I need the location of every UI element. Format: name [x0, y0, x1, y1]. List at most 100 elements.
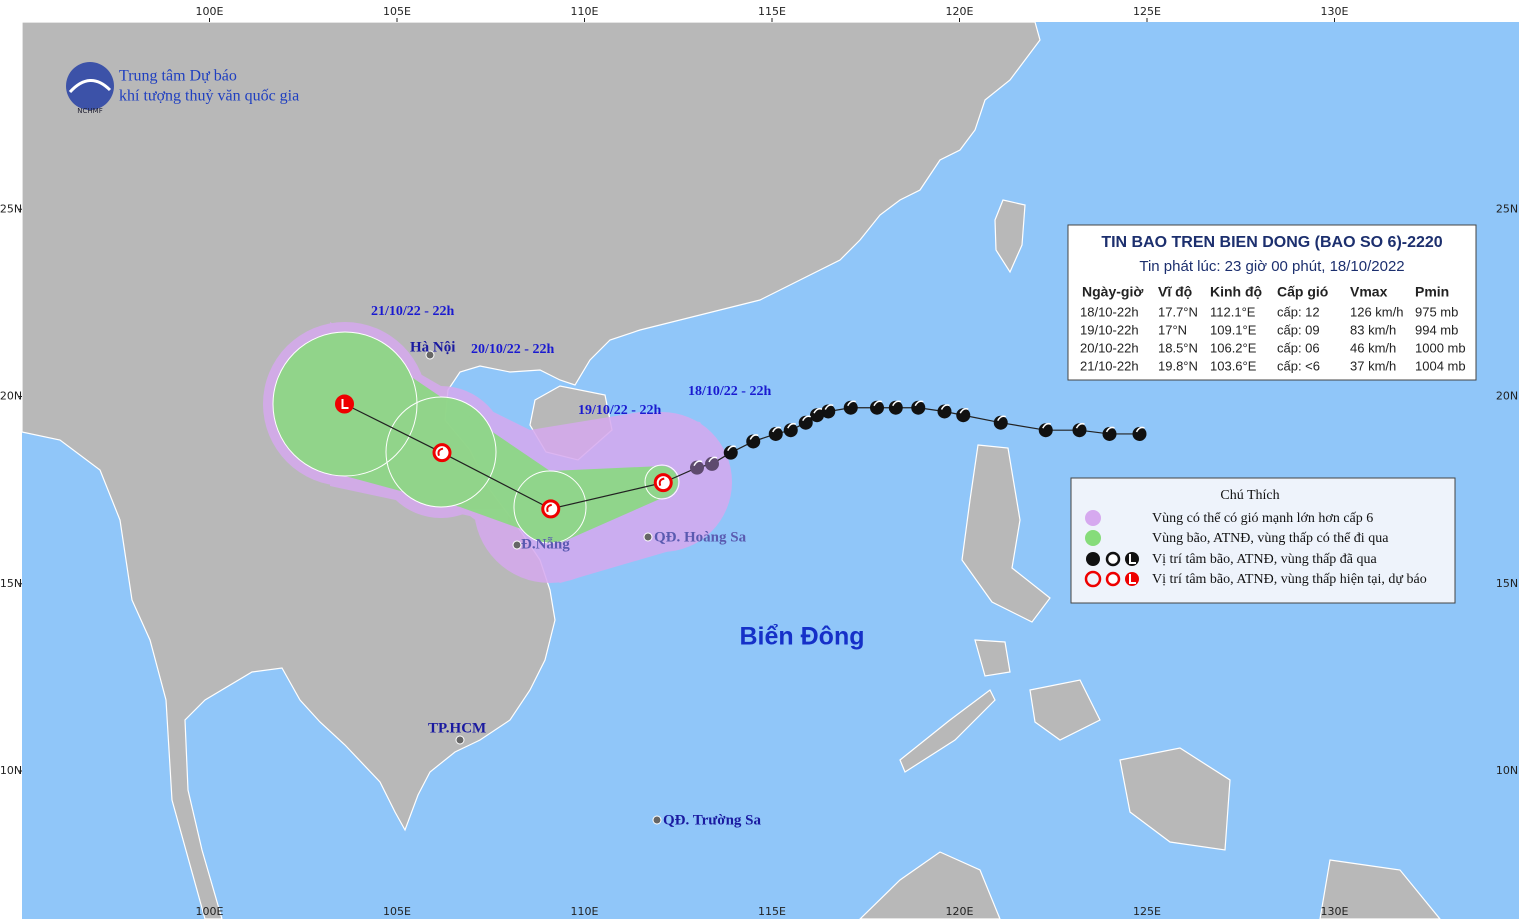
- past-symbol-tail: [787, 422, 797, 429]
- table-cell: 17.7°N: [1158, 304, 1198, 319]
- past-symbol: [768, 426, 783, 441]
- past-symbol-tail: [749, 434, 759, 440]
- past-position: [705, 456, 719, 471]
- lat-label: 15N: [1496, 577, 1518, 590]
- lon-label: 105E: [383, 905, 411, 918]
- lon-label: 120E: [946, 905, 974, 918]
- place-dots: [425, 350, 662, 825]
- past-symbol-tail: [824, 404, 834, 410]
- table-cell: 112.1°E: [1210, 304, 1256, 319]
- table-header: Kinh độ: [1210, 284, 1262, 300]
- table-header: Vĩ độ: [1158, 284, 1192, 300]
- past-symbol: [956, 408, 971, 423]
- table-cell: cấp: <6: [1277, 358, 1320, 373]
- table-cell: cấp: 09: [1277, 322, 1320, 337]
- bulletin-title: TIN BAO TREN BIEN DONG (BAO SO 6)-2220: [1101, 234, 1442, 251]
- lon-label: 115E: [758, 905, 786, 918]
- lon-label: 125E: [1133, 5, 1161, 18]
- forecast-label: 18/10/22 - 22h: [688, 384, 771, 399]
- table-cell: 1000 mb: [1415, 340, 1466, 355]
- past-position: [723, 445, 738, 460]
- forecast-symbol-l: [341, 398, 349, 409]
- forecast-symbol-swirl: [658, 477, 665, 486]
- past-symbol-tail: [1042, 422, 1052, 429]
- lon-label: 110E: [571, 5, 599, 18]
- forecast-symbol: [335, 394, 354, 414]
- past-position: [821, 404, 836, 419]
- past-symbol: [810, 408, 824, 423]
- logo-text: NCHMF: [77, 107, 102, 115]
- table-cell: 17°N: [1158, 322, 1187, 337]
- past-position: [1102, 426, 1117, 441]
- past-symbol: [1132, 426, 1147, 441]
- table-cell: 20/10-22h: [1080, 340, 1139, 355]
- lon-label: 120E: [946, 5, 974, 18]
- past-symbol: [798, 415, 813, 430]
- table-cell: 975 mb: [1415, 304, 1458, 319]
- past-symbol-tail: [873, 400, 883, 407]
- sea-label: Biển Đông: [740, 623, 865, 651]
- legend: Chú Thích Vùng có thể có gió mạnh lớn hơ…: [1070, 477, 1456, 604]
- past-position: [1132, 426, 1147, 441]
- legend-swatch: [1086, 551, 1139, 567]
- past-symbol: [888, 400, 903, 415]
- past-symbol-tail: [914, 400, 924, 407]
- table-cell: 1004 mb: [1415, 358, 1466, 373]
- table-cell: 21/10-22h: [1080, 358, 1139, 373]
- bulletin-box: TIN BAO TREN BIEN DONG (BAO SO 6)-2220 T…: [1067, 224, 1477, 381]
- table-cell: 18/10-22h: [1080, 304, 1139, 319]
- past-position: [911, 400, 926, 415]
- past-symbol: [821, 404, 836, 419]
- past-symbol-tail: [772, 426, 782, 433]
- table-cell: 106.2°E: [1210, 340, 1257, 355]
- lat-label: 25N: [1496, 202, 1518, 215]
- table-cell: 46 km/h: [1350, 340, 1396, 355]
- lat-label: 20N: [1496, 390, 1518, 403]
- forecast-position: [432, 443, 452, 463]
- land: [21, 21, 1441, 919]
- table-header: Cấp gió: [1277, 284, 1328, 300]
- past-position: [798, 415, 813, 430]
- place-label: TP.HCM: [428, 720, 486, 736]
- past-symbol: [993, 415, 1008, 430]
- lon-label: 100E: [196, 5, 224, 18]
- past-position: [843, 400, 858, 415]
- legend-swatch: [1085, 530, 1101, 546]
- forecast-label: 21/10/22 - 22h: [371, 304, 454, 319]
- past-position: [956, 407, 971, 423]
- bulletin-issued: Tin phát lúc: 23 giờ 00 phút, 18/10/2022: [1139, 258, 1404, 275]
- legend-item: Vùng bão, ATNĐ, vùng thấp có thể đi qua: [1152, 531, 1389, 546]
- forecast-position: [335, 394, 354, 414]
- past-symbol-tail: [892, 400, 902, 407]
- forecast-position: [653, 473, 673, 493]
- logo: NCHMF: [66, 62, 114, 115]
- past-symbol: [911, 400, 926, 415]
- past-symbol: [843, 400, 858, 415]
- past-symbol: [1038, 423, 1053, 438]
- legend-item: Vùng có thể có gió mạnh lớn hơn cấp 6: [1152, 511, 1373, 526]
- table-cell: 994 mb: [1415, 322, 1458, 337]
- forecast-symbol-swirl: [437, 447, 444, 456]
- place-label: QĐ. Trường Sa: [663, 812, 762, 828]
- past-symbol-tail: [997, 415, 1007, 422]
- forecast-symbol: [541, 499, 561, 519]
- place-label: Hà Nội: [410, 339, 455, 355]
- place-label: Đ.Nẵng: [521, 536, 570, 552]
- lat-label: 10N: [0, 764, 22, 777]
- lon-label: 110E: [571, 905, 599, 918]
- past-symbol-tail: [727, 445, 737, 452]
- past-symbol-tail: [802, 415, 812, 422]
- past-symbol-tail: [1105, 426, 1115, 433]
- forecast-label: 20/10/22 - 22h: [471, 342, 554, 357]
- table-cell: 103.6°E: [1210, 358, 1257, 373]
- past-position: [690, 460, 704, 475]
- table-cell: 126 km/h: [1350, 304, 1403, 319]
- legend-item: Vị trí tâm bão, ATNĐ, vùng thấp đã qua: [1152, 552, 1378, 567]
- bulletin-table: Ngày-giờ Vĩ độ Kinh độ Cấp gió Vmax Pmin 18/10…: [1080, 284, 1466, 374]
- table-cell: cấp: 06: [1277, 340, 1320, 355]
- past-symbol-tail: [940, 404, 950, 410]
- table-header: Vmax: [1350, 284, 1388, 300]
- forecast-position: [541, 499, 561, 519]
